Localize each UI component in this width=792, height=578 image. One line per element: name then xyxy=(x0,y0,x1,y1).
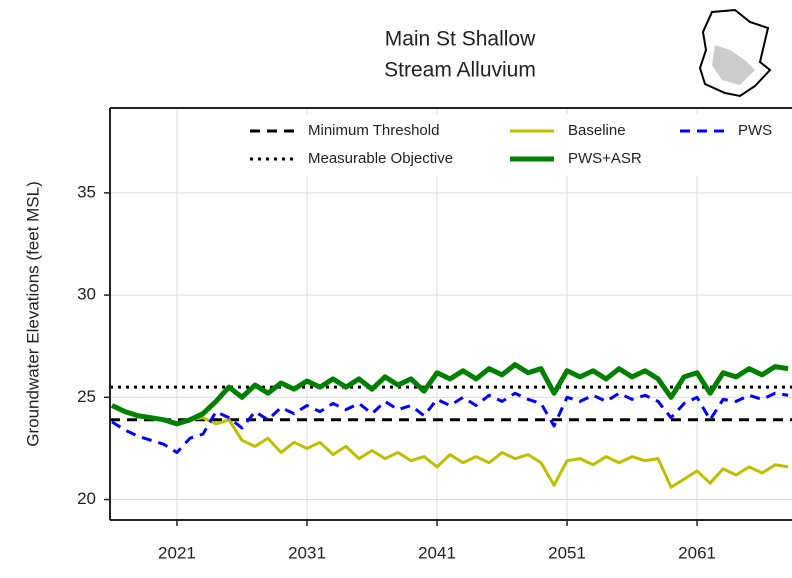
y-tick-label: 25 xyxy=(77,387,96,406)
plot-area xyxy=(110,108,792,520)
legend-label: PWS+ASR xyxy=(568,150,642,167)
x-tick-label: 2021 xyxy=(158,543,196,562)
x-tick-label: 2031 xyxy=(288,543,326,562)
series-line xyxy=(110,362,789,427)
chart-title: Main St Shallow xyxy=(385,28,536,51)
x-tick-label: 2041 xyxy=(418,543,456,562)
legend-label: Measurable Objective xyxy=(308,150,453,167)
y-axis-label: Groundwater Elevations (feet MSL) xyxy=(23,181,42,447)
chart-title: Stream Alluvium xyxy=(384,59,536,82)
legend-label: PWS xyxy=(738,122,772,139)
y-tick-label: 35 xyxy=(77,182,96,201)
grid xyxy=(110,108,792,520)
y-tick-label: 30 xyxy=(77,285,96,304)
plot-lines xyxy=(110,362,792,489)
legend: Minimum Threshold Measurable Objective Bas… xyxy=(240,114,792,176)
inset-map xyxy=(698,8,772,98)
x-tick-label: 2061 xyxy=(678,543,716,562)
y-tick-label: 20 xyxy=(77,489,96,508)
legend-box xyxy=(240,114,792,176)
x-tick-label: 2051 xyxy=(548,543,586,562)
series-line xyxy=(111,404,789,489)
legend-label: Minimum Threshold xyxy=(308,122,439,139)
inset-map-area xyxy=(712,45,755,85)
legend-label: Baseline xyxy=(568,122,626,139)
series-line xyxy=(111,391,789,455)
